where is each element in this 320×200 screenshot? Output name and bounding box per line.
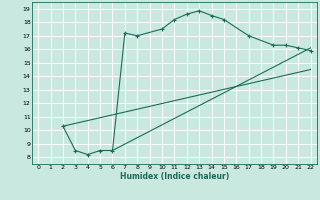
X-axis label: Humidex (Indice chaleur): Humidex (Indice chaleur) xyxy=(120,172,229,181)
